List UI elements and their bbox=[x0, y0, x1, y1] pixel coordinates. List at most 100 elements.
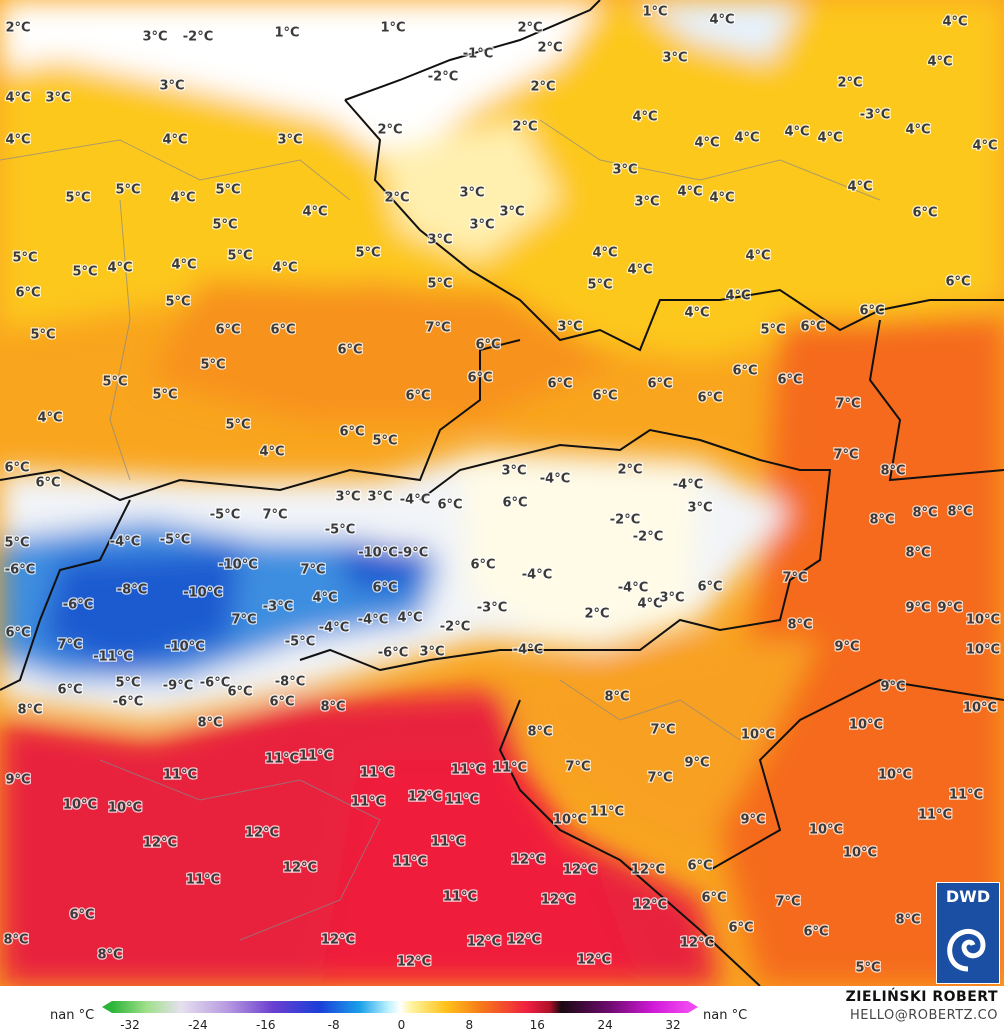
temperature-label: 6°C bbox=[467, 371, 492, 386]
temperature-label: 3°C bbox=[634, 195, 659, 210]
temperature-label: 6°C bbox=[777, 373, 802, 388]
temperature-label: 4°C bbox=[734, 131, 759, 146]
temperature-label: 5°C bbox=[372, 434, 397, 449]
temperature-label: 12°C bbox=[143, 836, 177, 851]
temperature-label: 5°C bbox=[855, 961, 880, 976]
temperature-label: -6°C bbox=[113, 695, 143, 710]
temperature-label: 12°C bbox=[408, 790, 442, 805]
temperature-label: -6°C bbox=[5, 563, 35, 578]
temperature-label: 11°C bbox=[918, 808, 952, 823]
temperature-label: 6°C bbox=[437, 498, 462, 513]
temperature-label: 6°C bbox=[697, 391, 722, 406]
temperature-label: 6°C bbox=[215, 323, 240, 338]
temperature-label: 12°C bbox=[507, 933, 541, 948]
temperature-label: 8°C bbox=[527, 725, 552, 740]
temperature-label: -5°C bbox=[210, 508, 240, 523]
temperature-label: 4°C bbox=[637, 597, 662, 612]
temperature-label: -10°C bbox=[218, 558, 258, 573]
colorbar-end bbox=[102, 1001, 112, 1013]
temperature-label: -4°C bbox=[522, 568, 552, 583]
temperature-label: 12°C bbox=[321, 933, 355, 948]
temperature-label: 3°C bbox=[277, 133, 302, 148]
temperature-label: 3°C bbox=[499, 205, 524, 220]
temperature-label: -9°C bbox=[163, 679, 193, 694]
colorbar-tick-label: -32 bbox=[120, 1018, 140, 1032]
temperature-labels: 2°C 3°C -2°C 1°C 1°C 2°C 1°C 4°C 4°C 4°C -1°C 2°C 3°… bbox=[2, 3, 1001, 977]
temperature-label: -4°C bbox=[540, 472, 570, 487]
temperature-label: 1°C bbox=[380, 21, 405, 36]
temperature-label: 11°C bbox=[451, 763, 485, 778]
temperature-label: 3°C bbox=[367, 490, 392, 505]
temperature-label: 5°C bbox=[115, 676, 140, 691]
temperature-label: 2°C bbox=[384, 191, 409, 206]
temperature-label: 5°C bbox=[72, 265, 97, 280]
temperature-label: 2°C bbox=[584, 607, 609, 622]
temperature-label: 5°C bbox=[12, 251, 37, 266]
temperature-label: 12°C bbox=[563, 863, 597, 878]
temperature-label: 4°C bbox=[272, 261, 297, 276]
temperature-label: 5°C bbox=[115, 183, 140, 198]
logo-text: DWD bbox=[945, 887, 991, 906]
temperature-label: 10°C bbox=[809, 823, 843, 838]
temperature-label: 6°C bbox=[732, 364, 757, 379]
temperature-label: 3°C bbox=[159, 79, 184, 94]
temperature-label: 3°C bbox=[419, 645, 444, 660]
temperature-label: 6°C bbox=[270, 323, 295, 338]
temperature-label: -9°C bbox=[398, 546, 428, 561]
temperature-label: 11°C bbox=[949, 788, 983, 803]
temperature-label: 3°C bbox=[142, 30, 167, 45]
temperature-label: 6°C bbox=[337, 343, 362, 358]
temperature-label: 7°C bbox=[565, 760, 590, 775]
temperature-label: 3°C bbox=[662, 51, 687, 66]
temperature-label: 10°C bbox=[553, 813, 587, 828]
temperature-label: 4°C bbox=[677, 185, 702, 200]
temperature-label: 6°C bbox=[701, 891, 726, 906]
temperature-label: 1°C bbox=[274, 26, 299, 41]
colorbar-nan-right: nan °C bbox=[703, 1008, 748, 1023]
temperature-label: 4°C bbox=[972, 139, 997, 154]
temperature-label: -4°C bbox=[110, 535, 140, 550]
colorbar-tick-label: 16 bbox=[529, 1018, 545, 1032]
temperature-label: 5°C bbox=[102, 375, 127, 390]
temperature-label: 8°C bbox=[869, 513, 894, 528]
colorbar-tick-label: 24 bbox=[597, 1018, 613, 1032]
temperature-label: -3°C bbox=[263, 600, 293, 615]
temperature-label: 6°C bbox=[502, 496, 527, 511]
temperature-label: 9°C bbox=[684, 756, 709, 771]
temperature-label: 4°C bbox=[592, 246, 617, 261]
temperature-label: 2°C bbox=[5, 21, 30, 36]
temperature-label: 8°C bbox=[604, 690, 629, 705]
colorbar-tick-label: 0 bbox=[397, 1018, 406, 1032]
temperature-label: 2°C bbox=[512, 120, 537, 135]
temperature-label: 4°C bbox=[745, 249, 770, 264]
temperature-label: 6°C bbox=[470, 558, 495, 573]
temperature-label: 3°C bbox=[612, 163, 637, 178]
temperature-label: 5°C bbox=[212, 218, 237, 233]
temperature-label: 7°C bbox=[425, 321, 450, 336]
temperature-label: 4°C bbox=[259, 445, 284, 460]
temperature-label: 12°C bbox=[633, 898, 667, 913]
temperature-label: 11°C bbox=[265, 752, 299, 767]
colorbar-tick-label: -8 bbox=[327, 1018, 340, 1032]
temperature-label: 4°C bbox=[5, 133, 30, 148]
temperature-label: 8°C bbox=[3, 933, 28, 948]
temperature-label: 7°C bbox=[231, 613, 256, 628]
temperature-label: 3°C bbox=[427, 233, 452, 248]
temperature-label: 10°C bbox=[878, 768, 912, 783]
temperature-label: 9°C bbox=[905, 601, 930, 616]
temperature-field bbox=[0, 0, 1004, 986]
temperature-label: 12°C bbox=[467, 935, 501, 950]
temperature-label: 6°C bbox=[405, 389, 430, 404]
temperature-label: -10°C bbox=[165, 640, 205, 655]
temperature-label: 10°C bbox=[963, 701, 997, 716]
temperature-label: 6°C bbox=[5, 626, 30, 641]
temperature-label: 7°C bbox=[300, 563, 325, 578]
temperature-label: 4°C bbox=[107, 261, 132, 276]
temperature-label: -3°C bbox=[860, 108, 890, 123]
temperature-label: 11°C bbox=[351, 795, 385, 810]
temperature-label: 3°C bbox=[501, 464, 526, 479]
temperature-label: 10°C bbox=[966, 643, 1000, 658]
temperature-label: 11°C bbox=[360, 766, 394, 781]
temperature-label: -6°C bbox=[378, 646, 408, 661]
